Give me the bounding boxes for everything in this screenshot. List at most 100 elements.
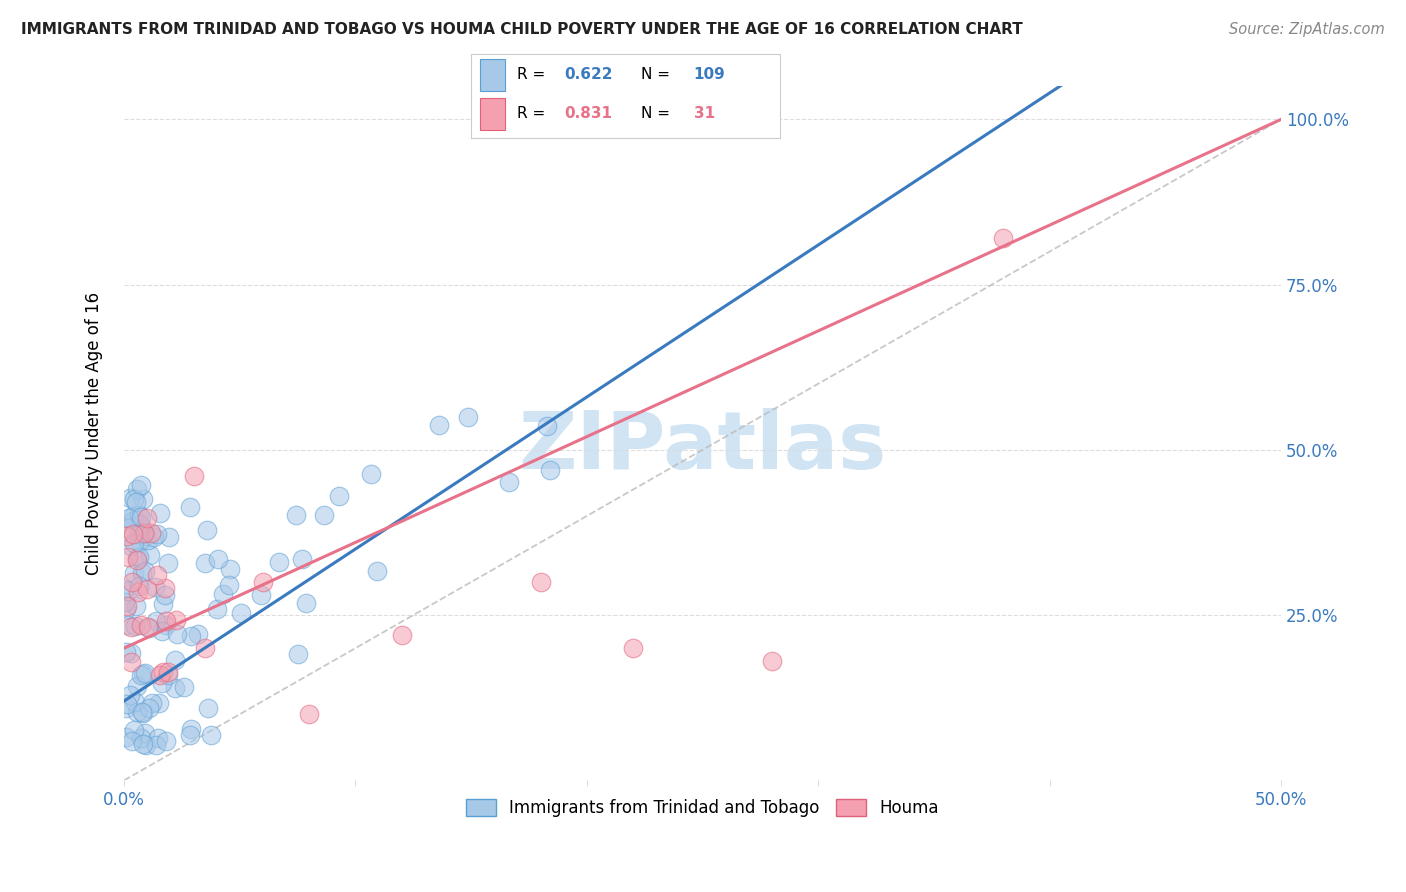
- Point: [131, 705, 153, 719]
- Point: [131, 478, 153, 492]
- Point: [117, 521, 139, 535]
- Point: [291, 552, 314, 566]
- Point: [128, 550, 150, 565]
- Point: [267, 555, 290, 569]
- Point: [134, 665, 156, 680]
- Point: [153, 582, 176, 596]
- Point: [118, 688, 141, 702]
- Point: [134, 526, 156, 541]
- Point: [156, 665, 179, 680]
- Point: [195, 523, 218, 537]
- Point: [117, 584, 139, 599]
- Point: [328, 489, 350, 503]
- Point: [143, 580, 166, 594]
- Bar: [481, 59, 505, 91]
- Point: [139, 526, 162, 541]
- Point: [124, 695, 146, 709]
- Point: [457, 409, 479, 424]
- Point: [114, 645, 136, 659]
- Point: [993, 231, 1015, 245]
- Point: [129, 667, 152, 681]
- Point: [127, 550, 149, 565]
- Point: [157, 668, 180, 682]
- Point: [125, 679, 148, 693]
- Point: [121, 734, 143, 748]
- Point: [124, 491, 146, 506]
- Point: [179, 500, 201, 514]
- Point: [120, 620, 142, 634]
- Point: [183, 469, 205, 483]
- Point: [145, 615, 167, 629]
- Point: [131, 521, 153, 535]
- Point: [122, 536, 145, 550]
- Legend: Immigrants from Trinidad and Tobago, Houma: Immigrants from Trinidad and Tobago, Hou…: [460, 792, 946, 824]
- Text: 109: 109: [693, 67, 725, 82]
- Point: [121, 508, 143, 523]
- Point: [165, 653, 187, 667]
- Point: [157, 530, 180, 544]
- Point: [219, 562, 242, 576]
- Text: IMMIGRANTS FROM TRINIDAD AND TOBAGO VS HOUMA CHILD POVERTY UNDER THE AGE OF 16 C: IMMIGRANTS FROM TRINIDAD AND TOBAGO VS H…: [21, 22, 1022, 37]
- Text: 0.622: 0.622: [564, 67, 612, 82]
- Point: [136, 511, 159, 525]
- Point: [761, 654, 783, 668]
- Point: [129, 618, 152, 632]
- Point: [145, 738, 167, 752]
- Point: [146, 526, 169, 541]
- Point: [148, 731, 170, 745]
- Point: [122, 566, 145, 581]
- Text: 0.831: 0.831: [564, 106, 612, 121]
- Point: [498, 475, 520, 489]
- Point: [142, 530, 165, 544]
- Point: [136, 533, 159, 548]
- Point: [125, 705, 148, 719]
- Point: [121, 575, 143, 590]
- Point: [115, 697, 138, 711]
- Point: [115, 529, 138, 543]
- Text: N =: N =: [641, 67, 675, 82]
- Point: [205, 601, 228, 615]
- Point: [287, 647, 309, 661]
- Point: [538, 463, 561, 477]
- Point: [120, 491, 142, 506]
- Point: [135, 739, 157, 753]
- Point: [132, 667, 155, 681]
- Point: [149, 506, 172, 520]
- Point: [148, 696, 170, 710]
- Point: [114, 582, 136, 596]
- Point: [284, 508, 307, 522]
- Point: [115, 602, 138, 616]
- Point: [138, 700, 160, 714]
- Point: [187, 627, 209, 641]
- Point: [125, 483, 148, 497]
- Point: [211, 587, 233, 601]
- Point: [366, 565, 388, 579]
- Point: [179, 727, 201, 741]
- Point: [122, 514, 145, 528]
- Point: [121, 527, 143, 541]
- Point: [125, 599, 148, 614]
- Point: [163, 681, 186, 695]
- Point: [124, 723, 146, 738]
- Point: [129, 731, 152, 746]
- Point: [128, 508, 150, 523]
- Point: [149, 668, 172, 682]
- Point: [155, 615, 177, 629]
- Point: [125, 495, 148, 509]
- Point: [194, 556, 217, 570]
- Point: [128, 579, 150, 593]
- Point: [153, 588, 176, 602]
- Point: [197, 700, 219, 714]
- Point: [166, 627, 188, 641]
- Point: [391, 628, 413, 642]
- Point: [180, 629, 202, 643]
- Point: [156, 556, 179, 570]
- Point: [180, 722, 202, 736]
- Point: [128, 526, 150, 541]
- Point: [252, 575, 274, 590]
- Point: [127, 584, 149, 599]
- Point: [152, 665, 174, 679]
- Point: [173, 680, 195, 694]
- Point: [165, 613, 187, 627]
- Point: [529, 575, 551, 590]
